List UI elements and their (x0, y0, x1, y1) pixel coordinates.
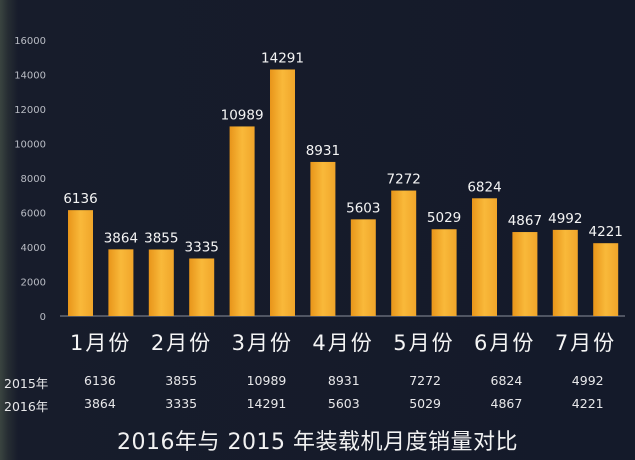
x-tick-label: 6月份 (474, 331, 535, 355)
data-label: 4867 (508, 213, 542, 229)
y-tick-label: 14000 (14, 71, 46, 82)
data-label: 3855 (144, 231, 178, 247)
data-label: 10989 (221, 107, 264, 123)
table-cell: 4867 (490, 396, 523, 411)
x-tick-label: 4月份 (312, 331, 373, 355)
y-tick-label: 12000 (14, 105, 46, 116)
x-tick-label: 7月份 (555, 331, 616, 355)
bar-2015年-5月份 (391, 190, 417, 316)
bar-2016年-6月份 (512, 232, 538, 316)
bar-2016年-7月份 (593, 243, 619, 316)
data-label: 4221 (589, 224, 623, 240)
table-cell: 5603 (327, 396, 360, 411)
data-label: 6824 (467, 179, 501, 195)
data-label: 5029 (427, 210, 461, 226)
table-cell: 6824 (490, 373, 523, 388)
bar-2015年-6月份 (472, 198, 497, 316)
y-tick-label: 4000 (21, 243, 46, 254)
y-tick-label: 2000 (21, 278, 46, 289)
data-label: 3864 (104, 230, 138, 246)
y-tick-label: 16000 (14, 36, 46, 47)
data-label: 5603 (346, 200, 380, 216)
y-tick-label: 8000 (21, 174, 46, 185)
x-tick-label: 1月份 (70, 331, 131, 355)
bar-2016年-3月份 (270, 69, 295, 316)
table-cell: 4992 (571, 373, 604, 388)
y-tick-label: 6000 (21, 209, 46, 220)
data-label: 8931 (306, 143, 340, 159)
y-tick-label: 10000 (14, 140, 46, 151)
table-cell: 3335 (165, 396, 198, 411)
y-tick-label: 0 (40, 312, 46, 323)
table-row-label: 2015年 (4, 376, 49, 391)
data-label: 3335 (185, 239, 219, 255)
bar-2016年-2月份 (189, 258, 215, 316)
bar-2016年-4月份 (350, 219, 376, 316)
data-label: 4992 (548, 211, 582, 227)
bar-2016年-5月份 (431, 229, 457, 316)
x-tick-label: 2月份 (151, 331, 212, 355)
bar-2015年-1月份 (68, 210, 93, 316)
bar-2015年-7月份 (552, 229, 578, 316)
table-cell: 4221 (571, 396, 604, 411)
bar-2015年-4月份 (310, 161, 336, 316)
table-cell: 3864 (84, 396, 116, 411)
x-tick-label: 3月份 (232, 331, 293, 355)
data-label: 6136 (63, 191, 97, 207)
table-cell: 6136 (84, 373, 116, 388)
table-cell: 8931 (327, 373, 360, 388)
bar-2015年-2月份 (148, 249, 174, 316)
bar-2016年-1月份 (108, 249, 134, 316)
table-cell: 10989 (246, 373, 287, 388)
data-label: 7272 (387, 172, 421, 188)
bar-2015年-3月份 (229, 126, 255, 316)
table-cell: 14291 (246, 396, 287, 411)
chart-title: 2016年与 2015 年装载机月度销量对比 (117, 430, 518, 455)
table-cell: 7272 (409, 373, 441, 388)
table-row-label: 2016年 (4, 399, 49, 414)
table-cell: 3855 (165, 373, 198, 388)
table-cell: 5029 (409, 396, 441, 411)
x-tick-label: 5月份 (393, 331, 454, 355)
bar-chart: 0 2000 4000 6000 8000 10000 12000 14000 16000 61… (14, 36, 625, 355)
data-label: 14291 (261, 50, 304, 66)
